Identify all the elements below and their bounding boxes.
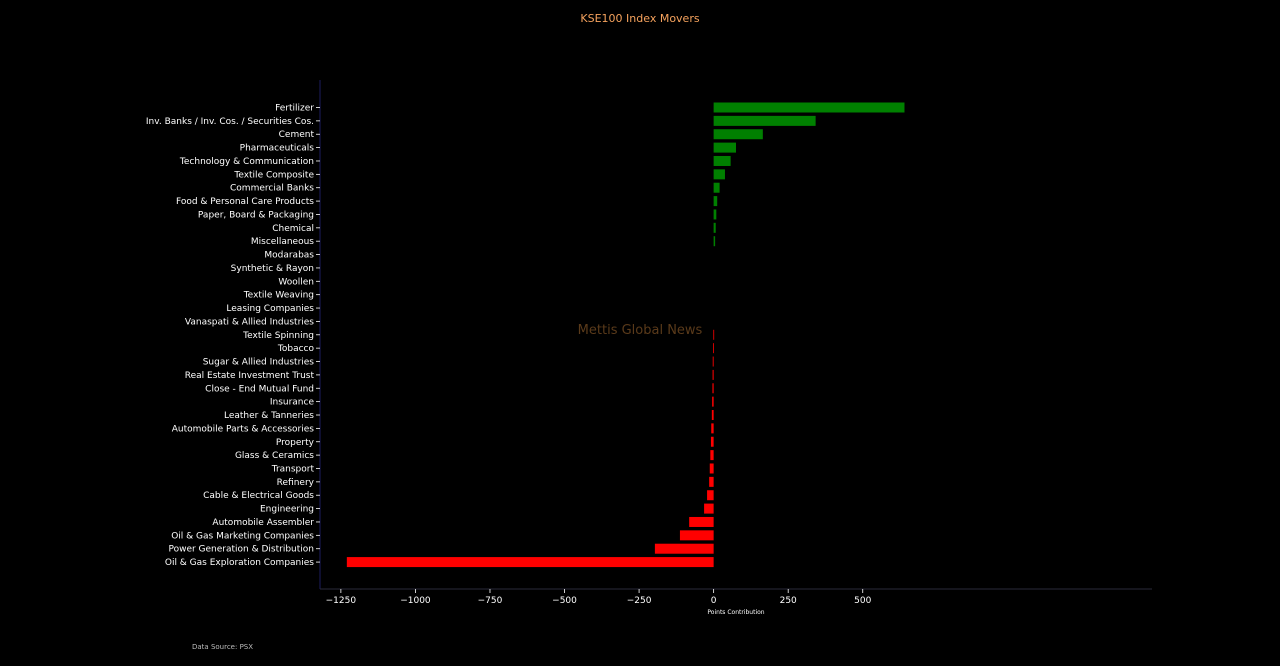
bars-layer	[346, 102, 905, 568]
bar	[713, 196, 718, 207]
bar	[713, 182, 720, 193]
x-tick-label: −500	[552, 596, 577, 606]
bar	[713, 102, 905, 113]
y-tick-label: Close - End Mutual Fund	[205, 384, 314, 394]
y-tick-label: Miscellaneous	[251, 237, 314, 247]
y-tick-label: Food & Personal Care Products	[176, 197, 314, 207]
y-tick-label: Oil & Gas Exploration Companies	[165, 558, 314, 568]
bar	[712, 396, 714, 407]
y-tick-label: Woollen	[278, 277, 314, 287]
y-tick-label: Textile Spinning	[242, 331, 314, 341]
y-axis-tick-labels: Fertilizer Inv. Banks / Inv. Cos. / Secur…	[146, 104, 320, 568]
y-tick-label: Vanaspati & Allied Industries	[185, 317, 314, 327]
bar	[713, 329, 715, 340]
y-tick-label: Real Estate Investment Trust	[185, 371, 315, 381]
bar	[713, 343, 714, 354]
x-tick-label: 500	[854, 596, 871, 606]
y-tick-label: Synthetic & Rayon	[231, 264, 314, 274]
x-tick-label: −1250	[326, 596, 357, 606]
y-tick-label: Cable & Electrical Goods	[203, 491, 314, 501]
x-axis-label: Points Contribution	[707, 609, 764, 616]
x-axis-tick-labels: −1250 −1000 −750 −500 −250 0 250 500	[326, 589, 872, 606]
bar	[713, 155, 731, 166]
y-tick-label: Fertilizer	[275, 104, 314, 114]
y-tick-label: Automobile Assembler	[212, 518, 314, 528]
y-tick-label: Glass & Ceramics	[235, 451, 314, 461]
y-tick-label: Automobile Parts & Accessories	[172, 424, 315, 434]
y-tick-label: Pharmaceuticals	[240, 144, 315, 154]
y-tick-label: Sugar & Allied Industries	[203, 358, 315, 368]
y-tick-label: Commercial Banks	[230, 184, 314, 194]
x-tick-label: −750	[478, 596, 503, 606]
bar	[709, 476, 714, 487]
bar	[709, 463, 714, 474]
axes-layer	[319, 80, 1152, 590]
x-tick-label: 0	[711, 596, 717, 606]
bar	[711, 410, 714, 421]
bar	[712, 356, 714, 367]
y-tick-label: Property	[276, 438, 315, 448]
bar	[707, 490, 714, 501]
bar	[712, 383, 714, 394]
bar	[713, 209, 717, 220]
source-note: Data Source: PSX	[192, 643, 253, 651]
y-tick-label: Insurance	[270, 398, 315, 408]
y-tick-label: Textile Composite	[233, 170, 314, 180]
bar	[689, 516, 714, 527]
bar	[713, 142, 736, 153]
y-tick-label: Textile Weaving	[243, 291, 314, 301]
y-tick-label: Oil & Gas Marketing Companies	[171, 531, 314, 541]
bar	[713, 115, 816, 126]
y-tick-label: Tobacco	[277, 344, 315, 354]
y-tick-label: Leasing Companies	[226, 304, 314, 314]
bar	[713, 169, 725, 180]
y-tick-label: Engineering	[260, 505, 314, 515]
y-tick-label: Technology & Communication	[179, 157, 314, 167]
y-tick-label: Transport	[271, 464, 315, 474]
bar	[712, 369, 714, 380]
x-tick-label: 250	[780, 596, 797, 606]
bar	[713, 129, 763, 140]
watermark-text: Mettis Global News	[578, 323, 703, 338]
chart-title: KSE100 Index Movers	[580, 12, 699, 25]
y-tick-label: Leather & Tanneries	[224, 411, 314, 421]
bar	[704, 503, 714, 514]
y-tick-label: Power Generation & Distribution	[168, 545, 314, 555]
y-tick-label: Cement	[279, 130, 315, 140]
bar	[679, 530, 714, 541]
x-tick-label: −250	[627, 596, 652, 606]
bar	[710, 450, 714, 461]
bar	[710, 436, 714, 447]
y-tick-label: Chemical	[272, 224, 314, 234]
x-tick-label: −1000	[400, 596, 431, 606]
y-tick-label: Paper, Board & Packaging	[198, 210, 314, 220]
y-tick-label: Modarabas	[264, 251, 314, 261]
y-tick-label: Inv. Banks / Inv. Cos. / Securities Cos.	[146, 117, 314, 127]
bar	[711, 423, 714, 434]
bar	[713, 236, 716, 247]
bar	[713, 222, 716, 233]
bar	[346, 557, 714, 568]
y-tick-label: Refinery	[277, 478, 315, 488]
bar	[654, 543, 714, 554]
